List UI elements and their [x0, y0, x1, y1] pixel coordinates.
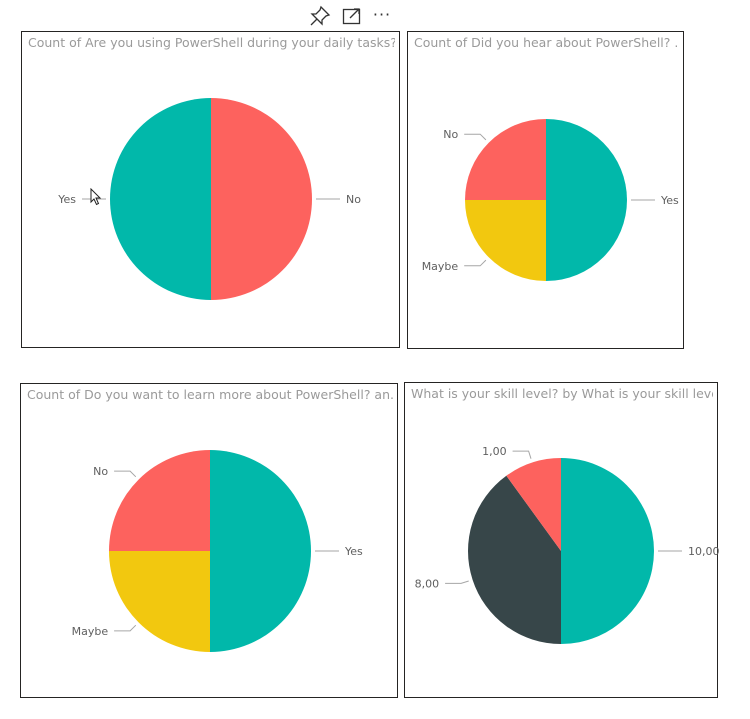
- slice-label: No: [346, 193, 361, 206]
- leader-line: [445, 580, 469, 584]
- slice-label: Maybe: [72, 625, 109, 638]
- pie-slice-yes[interactable]: [110, 98, 211, 300]
- pie-slice-maybe[interactable]: [465, 200, 546, 281]
- leader-line: [464, 133, 487, 141]
- pie-chart-tile-skill-level[interactable]: What is your skill level? by What is you…: [404, 382, 719, 698]
- pie-slice-no[interactable]: [211, 98, 312, 300]
- slice-label: Yes: [344, 545, 363, 558]
- chart-title: What is your skill level? by What is you…: [411, 386, 713, 401]
- slice-label: 10,00: [688, 545, 719, 558]
- visual-header-toolbar: ···: [308, 4, 398, 28]
- pie-chart: 10,00 8,00 1,00: [415, 445, 719, 644]
- pie-chart: Yes Maybe No: [72, 450, 363, 652]
- pie-slice-yes[interactable]: [546, 119, 627, 281]
- pie-chart-tile-learn-more[interactable]: Count of Do you want to learn more about…: [20, 383, 398, 698]
- slice-label: No: [93, 465, 108, 478]
- leader-line: [464, 259, 487, 267]
- slice-label: Yes: [660, 194, 679, 207]
- chart-title: Count of Are you using PowerShell during…: [28, 35, 395, 50]
- pie-slice-yes[interactable]: [210, 450, 311, 652]
- slice-label: 1,00: [482, 445, 507, 458]
- leader-line: [512, 450, 532, 459]
- focus-mode-icon[interactable]: [340, 4, 364, 28]
- slice-label: No: [443, 128, 458, 141]
- pie-slice-1-00[interactable]: [506, 458, 561, 551]
- chart-title: Count of Do you want to learn more about…: [27, 387, 393, 402]
- pie-slice-8-00[interactable]: [468, 475, 561, 644]
- pie-slice-no[interactable]: [465, 119, 546, 200]
- more-options-icon[interactable]: ···: [372, 5, 392, 24]
- slice-label: 8,00: [415, 577, 440, 590]
- slice-label: Yes: [57, 193, 76, 206]
- chart-title: Count of Did you hear about PowerShell? …: [414, 35, 679, 50]
- leader-line: [114, 470, 137, 478]
- pie-chart-tile-daily-tasks[interactable]: Count of Are you using PowerShell during…: [21, 31, 400, 348]
- slice-label: Maybe: [422, 260, 459, 273]
- pie-slice-maybe[interactable]: [109, 551, 210, 652]
- mouse-cursor-icon: [90, 188, 102, 206]
- pie-chart-tile-heard-about[interactable]: Count of Did you hear about PowerShell? …: [407, 31, 684, 349]
- leader-line: [114, 624, 137, 632]
- pie-chart: Yes Maybe No: [422, 119, 679, 281]
- pie-chart: No Yes: [57, 98, 361, 300]
- pie-slice-10-00[interactable]: [561, 458, 654, 644]
- pie-slice-no[interactable]: [109, 450, 210, 551]
- pin-icon[interactable]: [308, 4, 332, 28]
